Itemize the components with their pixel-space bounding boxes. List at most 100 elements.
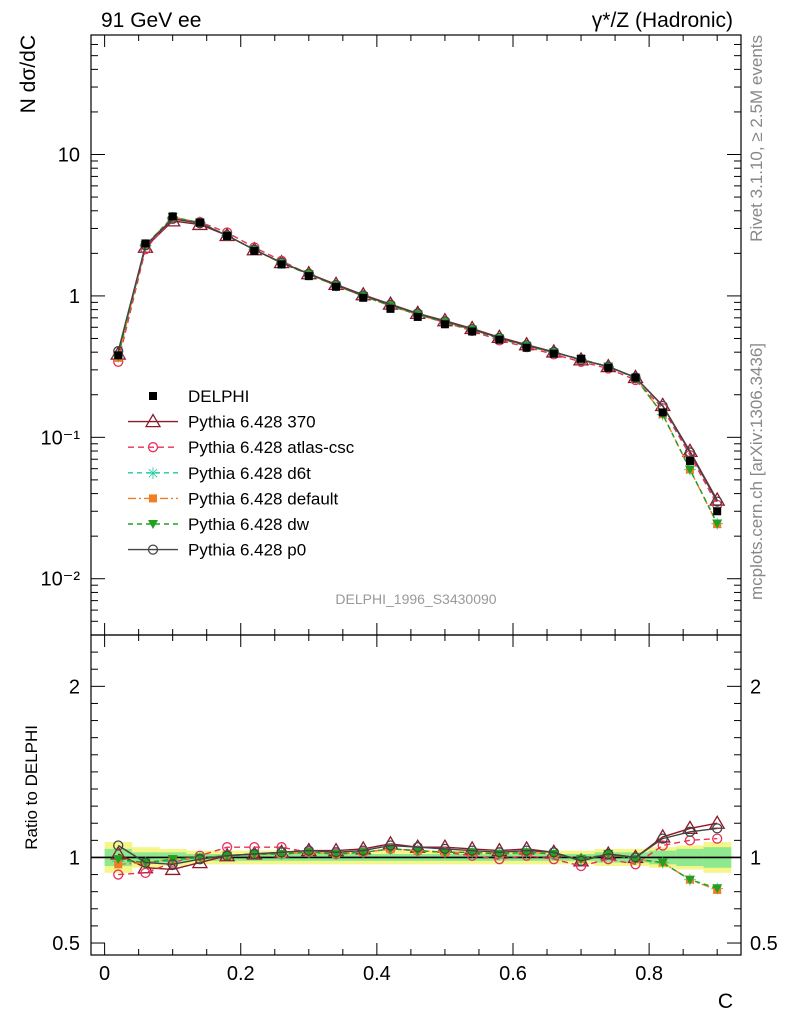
ratio-tick-label: 1: [69, 847, 80, 869]
ratio-tick-label: 2: [69, 676, 80, 698]
data-point: [713, 507, 722, 516]
x-tick-label: 0: [99, 963, 110, 985]
ratio-point-p0: [194, 854, 206, 865]
data-point: [250, 246, 259, 255]
legend: DELPHI Pythia 6.428 370 Pythia 6.428 atlas…: [128, 387, 355, 560]
ratio-line-p0: [117, 827, 718, 866]
data-point: [114, 351, 123, 360]
ratio-point-p0: [548, 847, 559, 858]
data-point: [495, 335, 504, 344]
data-point: [604, 363, 613, 372]
ratio-point-dw: [712, 884, 723, 894]
data-point: [386, 304, 395, 313]
ratio-axis-label: Ratio to DELPHI: [22, 725, 41, 850]
legend-label-default: Pythia 6.428 default: [188, 489, 339, 508]
legend-label-atlas_csc: Pythia 6.428 atlas-csc: [188, 438, 355, 457]
x-tick-label: 0.2: [227, 963, 255, 985]
ratio-point-p0: [630, 852, 641, 863]
ratio-point-p0: [303, 845, 314, 856]
ratio-point-p370: [709, 814, 726, 829]
data-point: [468, 327, 477, 336]
y-tick-label: 1: [69, 286, 80, 308]
x-axis-label: C: [718, 990, 733, 1013]
legend-marker-dw: [148, 520, 158, 529]
ratio-point-p0: [603, 848, 614, 860]
ratio-point-p370: [681, 820, 699, 835]
y-tick-label: 10: [58, 145, 80, 167]
ratio-point-atlas_csc: [113, 869, 124, 880]
data-point: [195, 218, 204, 227]
ratio-point-atlas_csc: [140, 867, 151, 879]
data-point: [522, 343, 531, 352]
ratio-point-atlas_csc: [657, 840, 668, 851]
ratio-point-p0: [657, 833, 668, 844]
legend-label-d6t: Pythia 6.428 d6t: [188, 464, 311, 483]
legend-marker-data: [149, 392, 157, 400]
ratio-point-p0: [494, 847, 505, 858]
ratio-tick-label-right: 1: [750, 847, 761, 869]
ratio-point-dw: [657, 858, 668, 868]
ratio-point-p0: [358, 845, 369, 856]
data-point: [332, 282, 341, 291]
legend-label-p0: Pythia 6.428 p0: [188, 541, 306, 560]
ratio-point-p0: [330, 847, 342, 858]
series-line-p370: [117, 220, 718, 501]
ratio-point-p0: [412, 842, 423, 853]
ratio-tick-label-right: 0.5: [750, 933, 778, 955]
data-point: [549, 349, 558, 358]
data-point: [359, 293, 368, 302]
ratio-point-p0: [575, 855, 587, 867]
ratio-point-p0: [113, 840, 124, 851]
series-point-p0: [630, 372, 641, 383]
ratio-point-p0: [385, 840, 396, 851]
ratio-point-dw: [113, 855, 124, 865]
ratio-point-atlas_csc: [712, 833, 723, 844]
x-tick-label: 0.8: [635, 963, 663, 985]
ratio-point-p0: [167, 859, 178, 870]
legend-label-data: DELPHI: [188, 387, 249, 406]
x-tick-label: 0.6: [499, 963, 527, 985]
header-left-label: 91 GeV ee: [101, 9, 201, 32]
y-axis-label: N dσ/dC: [17, 35, 40, 113]
header-right-label: γ*/Z (Hadronic): [592, 9, 733, 32]
ratio-point-p0: [221, 850, 233, 861]
legend-marker-p0: [147, 544, 159, 555]
ratio-point-p0: [276, 847, 287, 858]
legend-label-p370: Pythia 6.428 370: [188, 413, 316, 432]
series-point-dw: [712, 519, 723, 529]
data-point: [277, 260, 286, 269]
data-point: [223, 232, 232, 241]
main-plot-series: ✳✳✳✳✳✳✳✳✳✳✳✳✳✳✳✳✳✳✳✳✳✳✳: [110, 209, 726, 533]
ratio-point-p0: [521, 845, 532, 856]
ratio-point-p0: [712, 823, 723, 834]
ratio-point-p0: [439, 843, 451, 855]
axes: 0 0.2 0.4 0.6 0.8 10 1 10⁻¹ 10⁻² 2 2 1 1 0.5 0.5: [41, 34, 778, 985]
legend-marker-p370: [144, 413, 162, 428]
y-tick-label: 10⁻¹: [41, 427, 81, 449]
rivet-version-label: Rivet 3.1.10, ≥ 2.5M events: [747, 35, 766, 242]
data-point: [413, 312, 422, 321]
series-line-atlas_csc: [117, 217, 718, 506]
data-point: [304, 272, 313, 281]
x-tick-label: 0.4: [363, 963, 391, 985]
legend-label-dw: Pythia 6.428 dw: [188, 515, 310, 534]
ratio-tick-label: 0.5: [52, 933, 80, 955]
ratio-point-p370: [137, 859, 154, 874]
data-point: [440, 320, 449, 329]
ratio-point-p0: [140, 857, 151, 868]
data-point: [658, 408, 667, 417]
analysis-label: DELPHI_1996_S3430090: [335, 591, 496, 607]
data-point: [577, 354, 586, 363]
ratio-point-default: [114, 860, 123, 869]
ratio-point-dw: [684, 875, 695, 885]
legend-marker-default: [149, 494, 157, 503]
ratio-plot-series: ✳✳✳✳✳✳✳✳✳✳✳✳✳✳✳✳✳✳✳✳✳✳✳: [110, 814, 726, 898]
series-line-p0: [117, 218, 718, 502]
data-point: [168, 212, 177, 221]
data-point: [685, 457, 694, 466]
ratio-point-p0: [684, 826, 696, 837]
ratio-point-p0: [467, 845, 478, 856]
mcplots-label: mcplots.cern.ch [arXiv:1306.3436]: [747, 343, 766, 600]
ratio-point-p0: [249, 848, 260, 860]
ratio-tick-label-right: 2: [750, 676, 761, 698]
